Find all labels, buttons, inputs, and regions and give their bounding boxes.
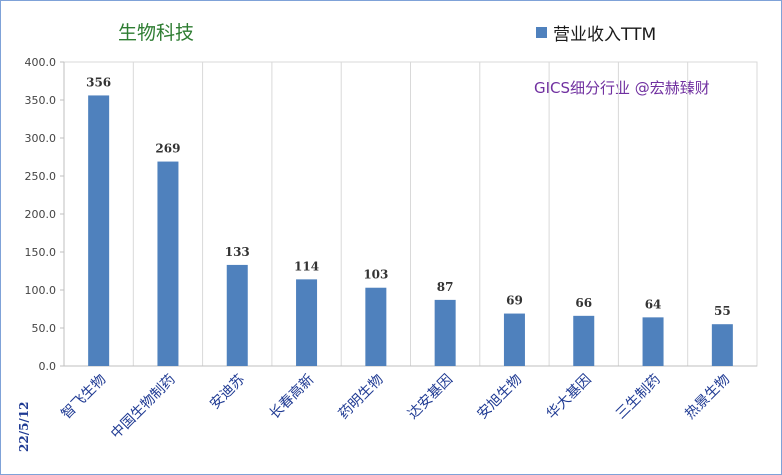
x-tick-label: 安迪苏: [207, 372, 248, 413]
data-label: 356: [86, 75, 111, 89]
bar: [365, 287, 387, 366]
y-tick-label: 150.0: [25, 246, 57, 259]
legend-label: 营业收入TTM: [553, 25, 657, 45]
y-tick-label: 350.0: [25, 94, 57, 107]
x-tick-label: 中国生物制药: [108, 372, 179, 443]
y-tick-label: 300.0: [25, 132, 57, 145]
x-tick-label: 长春高新: [266, 371, 318, 423]
bar: [296, 279, 318, 366]
data-label: 64: [645, 297, 662, 311]
chart-title: 生物科技: [118, 22, 195, 44]
y-tick-label: 200.0: [25, 208, 57, 221]
data-label: 133: [225, 245, 250, 259]
data-label: 66: [575, 296, 592, 310]
x-tick-label: 达安基因: [404, 371, 456, 423]
legend-swatch: [536, 27, 547, 38]
bar: [503, 313, 525, 366]
bar: [573, 315, 595, 366]
bar: [642, 317, 664, 366]
data-label: 87: [437, 280, 454, 294]
y-tick-label: 100.0: [25, 284, 57, 297]
x-tick-label: 三生制药: [613, 372, 664, 423]
x-tick-label: 华大基因: [543, 371, 595, 423]
x-tick-label: 安旭生物: [474, 372, 525, 423]
bar: [711, 324, 733, 366]
bar: [226, 264, 248, 366]
data-label: 55: [714, 304, 731, 318]
data-label: 269: [155, 142, 180, 156]
y-tick-label: 400.0: [25, 56, 57, 69]
x-tick-label: 热景生物: [682, 372, 733, 423]
x-tick-label: 智飞生物: [59, 372, 110, 423]
data-label: 69: [506, 294, 523, 308]
chart-annotation: GICS细分行业 @宏赫臻财: [534, 79, 710, 97]
bar: [434, 299, 456, 366]
legend: 营业收入TTM: [536, 20, 656, 45]
x-tick-label: 药明生物: [336, 372, 387, 423]
data-label: 114: [294, 259, 319, 273]
y-tick-label: 250.0: [25, 170, 57, 183]
bar: [157, 161, 179, 366]
data-label: 103: [363, 268, 388, 282]
y-tick-label: 0.0: [39, 360, 57, 373]
bar: [88, 95, 110, 366]
y-tick-label: 50.0: [32, 322, 57, 335]
